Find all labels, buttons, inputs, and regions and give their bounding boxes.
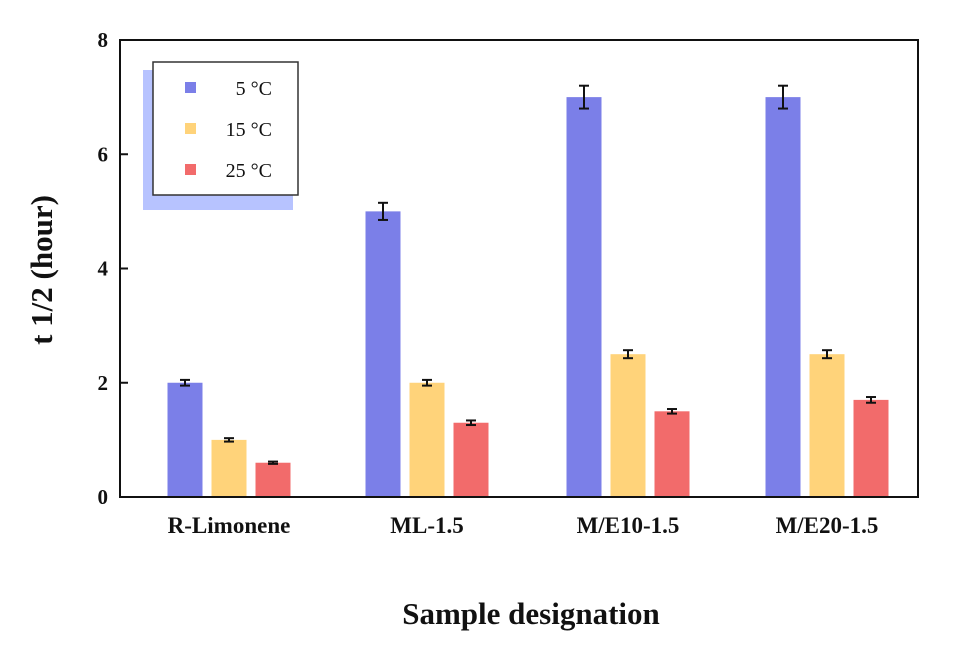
y-tick-label-1: 2 <box>98 371 109 395</box>
y-axis-title: t 1/2 (hour) <box>24 195 59 345</box>
bar-3-1 <box>809 354 845 497</box>
legend-label-2: 25 °C <box>226 160 272 182</box>
bar-2-0 <box>566 97 602 497</box>
bar-0-1 <box>211 439 247 497</box>
bars-layer <box>167 84 889 497</box>
x-tick-label-3: M/E20-1.5 <box>776 513 879 538</box>
bar-1-1 <box>409 382 445 497</box>
x-tick-label-0: R-Limonene <box>168 513 291 538</box>
bar-0-2 <box>255 462 291 497</box>
axes-layer: R-Limonene ML-1.5 M/E10-1.5 M/E20-1.5 0 2 4 6 8 <box>98 28 919 538</box>
y-tick-label-4: 8 <box>98 28 109 52</box>
bar-3-2 <box>853 399 889 497</box>
x-tick-label-2: M/E10-1.5 <box>577 513 680 538</box>
y-tick-label-2: 4 <box>98 257 109 281</box>
legend-swatch-1 <box>185 123 196 134</box>
legend: 5 °C 15 °C 25 °C <box>143 61 299 210</box>
x-axis-title: Sample designation <box>402 596 660 631</box>
bar-2-2 <box>654 411 690 497</box>
bar-2-1 <box>610 354 646 497</box>
legend-swatch-0 <box>185 82 196 93</box>
legend-box <box>152 61 299 196</box>
legend-swatch-2 <box>185 164 196 175</box>
legend-label-0: 5 °C <box>236 78 272 100</box>
y-tick-label-0: 0 <box>98 485 109 509</box>
bar-3-0 <box>765 97 801 497</box>
bar-1-0 <box>365 211 401 497</box>
x-tick-label-1: ML-1.5 <box>390 513 463 538</box>
bar-1-2 <box>453 422 489 497</box>
legend-label-1: 15 °C <box>226 119 272 141</box>
bar-0-0 <box>167 382 203 497</box>
y-tick-label-3: 6 <box>98 142 109 166</box>
